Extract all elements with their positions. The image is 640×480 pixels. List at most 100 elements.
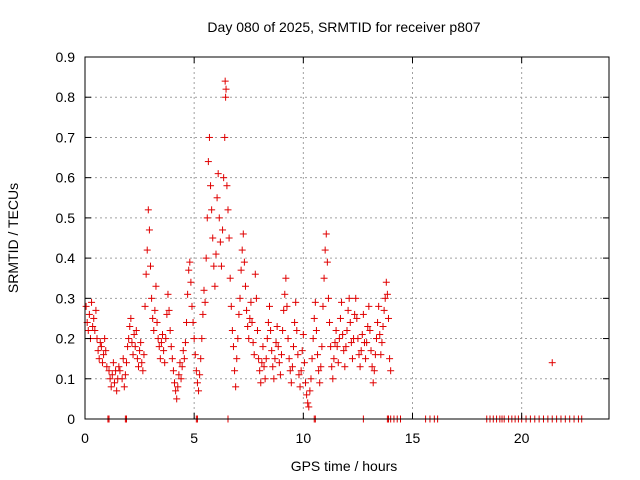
data-point — [102, 347, 110, 355]
data-point — [171, 379, 179, 387]
data-point — [369, 379, 377, 387]
data-point — [239, 230, 247, 238]
data-point — [118, 375, 126, 383]
data-point — [93, 335, 101, 343]
data-point — [177, 375, 185, 383]
data-point — [283, 302, 291, 310]
data-point — [322, 230, 330, 238]
data-point — [166, 327, 174, 335]
data-point — [285, 355, 293, 363]
data-point — [212, 250, 220, 258]
data-point — [100, 351, 108, 359]
data-point — [265, 302, 273, 310]
data-point — [320, 274, 328, 282]
data-point — [327, 343, 335, 351]
data-point — [185, 266, 193, 274]
data-point — [324, 294, 332, 302]
data-point — [137, 339, 145, 347]
data-point — [173, 395, 181, 403]
data-point — [134, 363, 142, 371]
data-point — [305, 403, 313, 411]
data-point — [175, 371, 183, 379]
data-point — [150, 327, 158, 335]
data-point — [130, 331, 138, 339]
data-point — [108, 371, 116, 379]
data-point — [316, 379, 324, 387]
axis-ticks — [84, 56, 609, 420]
data-point — [139, 367, 147, 375]
data-point — [355, 351, 363, 359]
data-point — [140, 351, 148, 359]
data-point — [331, 339, 339, 347]
data-point — [133, 355, 141, 363]
data-point — [310, 314, 318, 322]
data-point — [89, 322, 97, 330]
data-point — [300, 359, 308, 367]
data-point — [344, 306, 352, 314]
data-point — [306, 387, 314, 395]
data-point — [125, 335, 133, 343]
data-point — [311, 298, 319, 306]
data-point — [101, 335, 109, 343]
data-point — [113, 387, 121, 395]
y-tick-label: 0.5 — [56, 210, 76, 226]
data-point — [84, 327, 92, 335]
data-point — [378, 339, 386, 347]
data-point — [138, 359, 146, 367]
data-point — [240, 258, 248, 266]
chart-title: Day 080 of 2025, SRMTID for receiver p80… — [207, 19, 480, 35]
data-point — [358, 331, 366, 339]
data-point — [195, 387, 203, 395]
data-point — [219, 226, 227, 234]
data-point — [377, 351, 385, 359]
data-point — [309, 335, 317, 343]
data-point — [365, 302, 373, 310]
data-point — [275, 359, 283, 367]
y-tick-label: 0.7 — [56, 129, 76, 145]
data-point — [346, 318, 354, 326]
data-point — [241, 282, 249, 290]
data-point — [319, 302, 327, 310]
y-tick-label: 0.6 — [56, 170, 76, 186]
data-point — [88, 298, 96, 306]
data-point — [82, 302, 90, 310]
grid — [85, 57, 609, 419]
data-point — [352, 294, 360, 302]
data-point — [235, 310, 243, 318]
data-point — [131, 343, 139, 351]
data-point — [258, 359, 266, 367]
data-point — [286, 367, 294, 375]
data-point — [314, 351, 322, 359]
data-point — [255, 355, 263, 363]
data-point — [154, 335, 162, 343]
data-point — [136, 347, 144, 355]
data-point — [341, 363, 349, 371]
data-point — [356, 363, 364, 371]
data-point — [295, 371, 303, 379]
data-point — [384, 314, 392, 322]
data-point — [153, 318, 161, 326]
data-point — [200, 286, 208, 294]
data-point — [208, 206, 216, 214]
data-point — [294, 351, 302, 359]
data-point — [115, 363, 123, 371]
data-point — [163, 310, 171, 318]
data-point — [246, 314, 254, 322]
data-point — [238, 246, 246, 254]
data-point — [256, 367, 264, 375]
data-point — [225, 234, 233, 242]
data-point — [253, 327, 261, 335]
data-point — [381, 294, 389, 302]
data-point — [172, 387, 180, 395]
data-point — [339, 331, 347, 339]
y-axis-label: SRMTID / TECUs — [5, 183, 21, 293]
data-point — [272, 339, 280, 347]
data-point — [366, 327, 374, 335]
data-point — [312, 327, 320, 335]
data-point — [237, 266, 245, 274]
data-point — [363, 339, 371, 347]
x-tick-labels: 0 5 10 15 20 — [81, 430, 530, 446]
data-point — [156, 355, 164, 363]
data-point — [290, 343, 298, 351]
